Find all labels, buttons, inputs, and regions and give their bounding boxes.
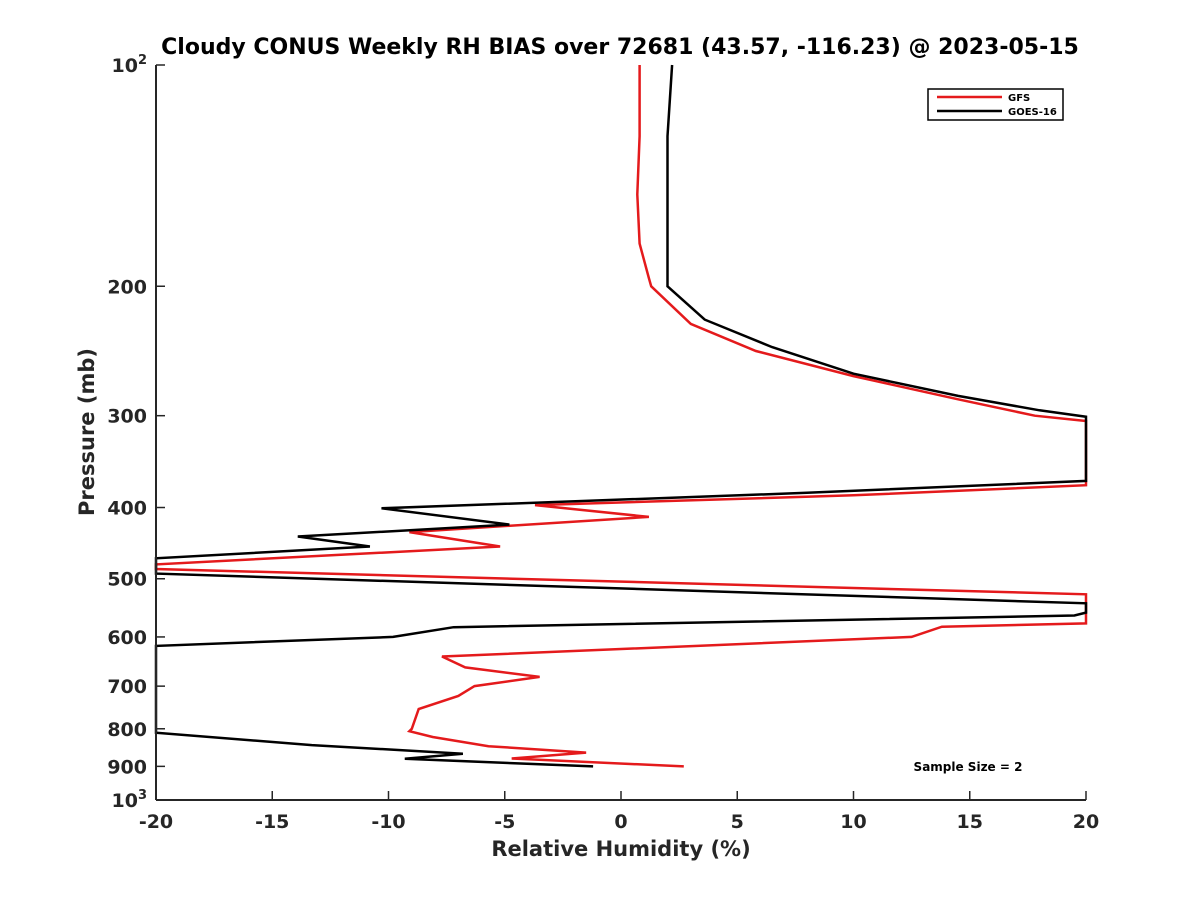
legend-label-goes16: GOES-16: [1008, 107, 1057, 118]
ticks-layer: -20 -15 -10 -5 0 5 10 15 20102200300400500600700…: [107, 53, 1099, 833]
y-tick-label-base: 10: [112, 790, 138, 812]
y-tick-label: 800: [107, 719, 147, 741]
sample-size-annotation: Sample Size = 2: [914, 760, 1023, 774]
x-tick-label: -10: [371, 811, 405, 833]
legend-box: [927, 88, 1064, 121]
x-tick-label: 0: [614, 811, 627, 833]
y-tick-label: 102: [112, 53, 148, 77]
x-axis-label: Relative Humidity (%): [491, 837, 750, 861]
x-tick-label: 15: [957, 811, 983, 833]
y-tick-label: 600: [107, 627, 147, 649]
y-tick-label: 900: [107, 756, 147, 778]
y-tick-label: 200: [107, 276, 147, 298]
y-axis-label: Pressure (mb): [75, 348, 99, 516]
x-tick-label: -15: [255, 811, 289, 833]
y-tick-label-exponent: 2: [138, 53, 147, 68]
y-tick-label: 400: [107, 498, 147, 520]
y-tick-label: 500: [107, 569, 147, 591]
x-tick-label: -5: [494, 811, 515, 833]
y-tick-label: 103: [112, 788, 148, 812]
y-tick-label: 300: [107, 406, 147, 428]
x-tick-label: -20: [139, 811, 173, 833]
x-tick-label: 20: [1073, 811, 1099, 833]
chart-title: Cloudy CONUS Weekly RH BIAS over 72681 (…: [161, 35, 1079, 60]
legend-label-gfs: GFS: [1008, 93, 1030, 104]
legend: GFS GOES-16: [927, 88, 1064, 121]
y-tick-label: 700: [107, 676, 147, 698]
plot-area: [156, 65, 1086, 800]
y-tick-label-base: 10: [112, 55, 138, 77]
y-tick-label-exponent: 3: [138, 788, 147, 803]
x-tick-label: 10: [840, 811, 866, 833]
x-tick-label: 5: [731, 811, 744, 833]
